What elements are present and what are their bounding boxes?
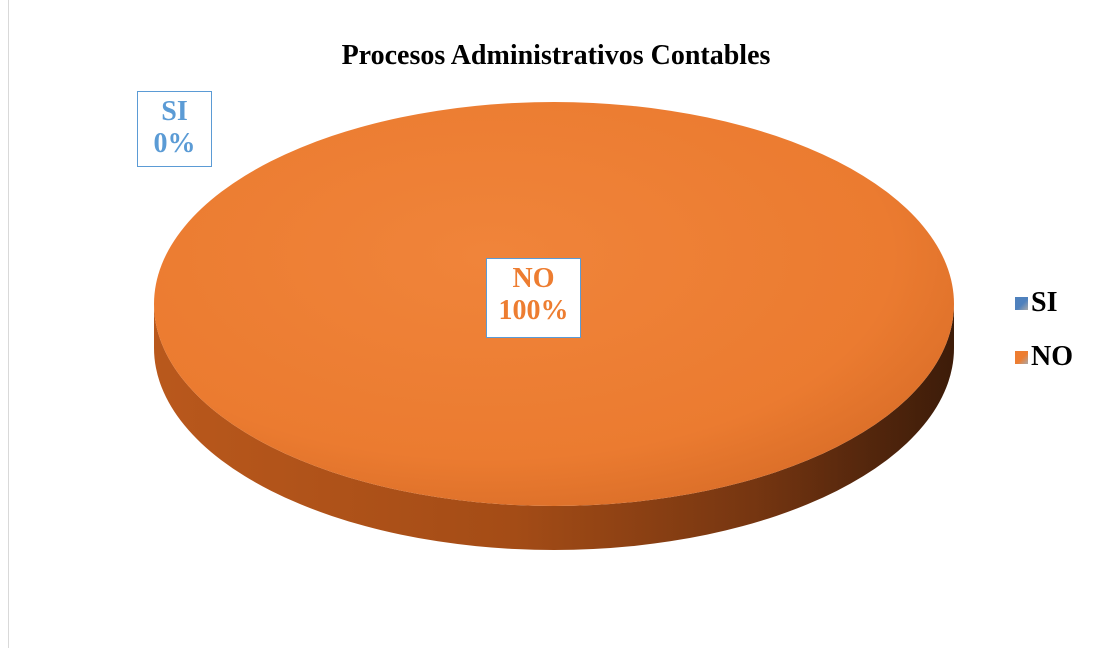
legend-item-si: SI bbox=[1015, 284, 1073, 322]
pie-slice-no-side-shade bbox=[154, 304, 954, 550]
legend-item-no: NO bbox=[1015, 338, 1073, 376]
data-label-si-percent: 0% bbox=[153, 128, 196, 159]
legend-swatch-no bbox=[1015, 350, 1028, 364]
data-label-no: NO 100% bbox=[486, 258, 581, 338]
legend-label-si: SI bbox=[1031, 287, 1058, 318]
chart-frame-edge bbox=[8, 0, 9, 648]
data-label-si-category: SI bbox=[161, 96, 188, 127]
chart-legend: SI NO bbox=[1015, 284, 1073, 392]
data-label-si: SI 0% bbox=[137, 91, 212, 167]
legend-swatch-si bbox=[1015, 296, 1028, 310]
legend-label-no: NO bbox=[1031, 341, 1073, 372]
data-label-no-category: NO bbox=[512, 263, 555, 294]
data-label-no-percent: 100% bbox=[498, 295, 569, 326]
chart-title: Procesos Administrativos Contables bbox=[341, 40, 771, 71]
